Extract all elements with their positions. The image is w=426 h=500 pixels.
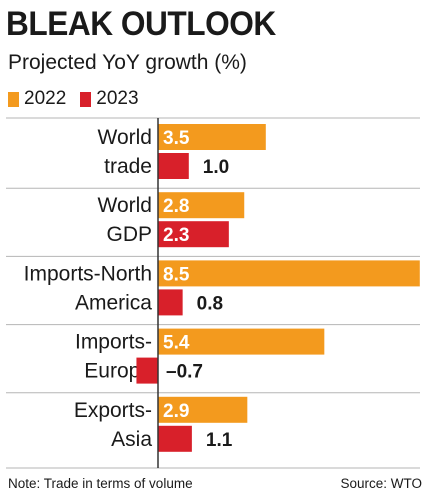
- category-label: World: [98, 126, 152, 149]
- category-label: Imports-: [75, 331, 152, 354]
- value-label-2022: 3.5: [163, 128, 190, 149]
- bar-2022: [158, 328, 325, 355]
- chart-subtitle: Projected YoY growth (%): [8, 51, 247, 74]
- bar-2022: [158, 260, 420, 287]
- legend: 2022 2023: [8, 88, 153, 110]
- value-label-2023: 1.1: [206, 430, 233, 451]
- legend-item-2022: 2022: [8, 88, 66, 110]
- value-label-2022: 5.4: [163, 333, 190, 354]
- category-label: Europe: [84, 360, 152, 383]
- bar-2022: [158, 124, 266, 150]
- category-label: Asia: [111, 428, 152, 451]
- bar-2022: [158, 396, 248, 423]
- category-label: Imports-North: [24, 262, 152, 285]
- legend-item-2023: 2023: [80, 88, 139, 110]
- value-label-2023: 2.3: [163, 225, 189, 246]
- bar-2023: [158, 153, 189, 179]
- footer-note: Note: Trade in terms of volume: [8, 476, 193, 491]
- value-label-2022: 2.8: [163, 196, 189, 217]
- footer: Note: Trade in terms of volume Source: W…: [0, 476, 426, 491]
- footer-source: Source: WTO: [340, 476, 422, 491]
- bar-2023: [158, 221, 229, 248]
- category-label: Exports-: [74, 399, 152, 422]
- category-label: GDP: [106, 223, 152, 246]
- legend-swatch-2022: [8, 91, 19, 107]
- category-label: World: [98, 194, 152, 217]
- bar-2023: [136, 357, 158, 384]
- category-label: trade: [104, 155, 152, 178]
- value-label-2023: –0.7: [166, 362, 203, 383]
- bar-2022: [158, 192, 245, 219]
- bar-2023: [158, 425, 192, 452]
- value-label-2022: 8.5: [163, 264, 190, 285]
- value-label-2022: 2.9: [163, 401, 189, 422]
- value-label-2023: 0.8: [197, 293, 223, 314]
- legend-label-2022: 2022: [24, 88, 67, 109]
- chart-title: BLEAK OUTLOOK: [6, 5, 276, 43]
- legend-label-2023: 2023: [96, 88, 139, 109]
- category-label: America: [75, 291, 152, 314]
- value-label-2023: 1.0: [203, 157, 229, 178]
- bar-2023: [158, 289, 183, 316]
- legend-swatch-2023: [80, 91, 92, 107]
